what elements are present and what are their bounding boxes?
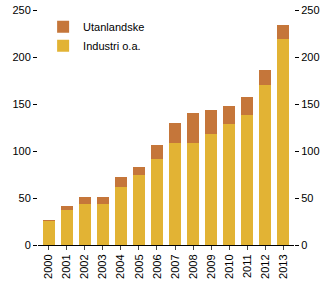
svg-text:2013: 2013 bbox=[277, 254, 289, 278]
svg-text:Industri o.a.: Industri o.a. bbox=[83, 40, 140, 52]
svg-text:2011: 2011 bbox=[241, 254, 253, 278]
svg-text:0: 0 bbox=[301, 239, 307, 251]
svg-text:2006: 2006 bbox=[151, 254, 163, 278]
svg-text:2010: 2010 bbox=[223, 254, 235, 278]
svg-text:0: 0 bbox=[25, 239, 31, 251]
svg-text:2000: 2000 bbox=[42, 254, 54, 278]
svg-text:2007: 2007 bbox=[169, 254, 181, 278]
svg-text:200: 200 bbox=[301, 51, 319, 63]
svg-text:100: 100 bbox=[12, 145, 30, 157]
svg-text:2012: 2012 bbox=[259, 254, 271, 278]
svg-text:100: 100 bbox=[301, 145, 319, 157]
svg-text:2008: 2008 bbox=[187, 254, 199, 278]
svg-text:2003: 2003 bbox=[96, 254, 108, 278]
svg-text:2002: 2002 bbox=[78, 254, 90, 278]
svg-text:2001: 2001 bbox=[60, 254, 72, 278]
svg-text:2005: 2005 bbox=[133, 254, 145, 278]
svg-text:50: 50 bbox=[19, 192, 31, 204]
svg-text:200: 200 bbox=[12, 51, 30, 63]
svg-text:250: 250 bbox=[301, 4, 319, 16]
svg-text:50: 50 bbox=[301, 192, 313, 204]
svg-text:150: 150 bbox=[12, 98, 30, 110]
svg-text:Utanlandske: Utanlandske bbox=[83, 21, 144, 33]
svg-text:2004: 2004 bbox=[115, 254, 127, 278]
svg-text:150: 150 bbox=[301, 98, 319, 110]
svg-text:250: 250 bbox=[12, 4, 30, 16]
svg-text:2009: 2009 bbox=[205, 254, 217, 278]
